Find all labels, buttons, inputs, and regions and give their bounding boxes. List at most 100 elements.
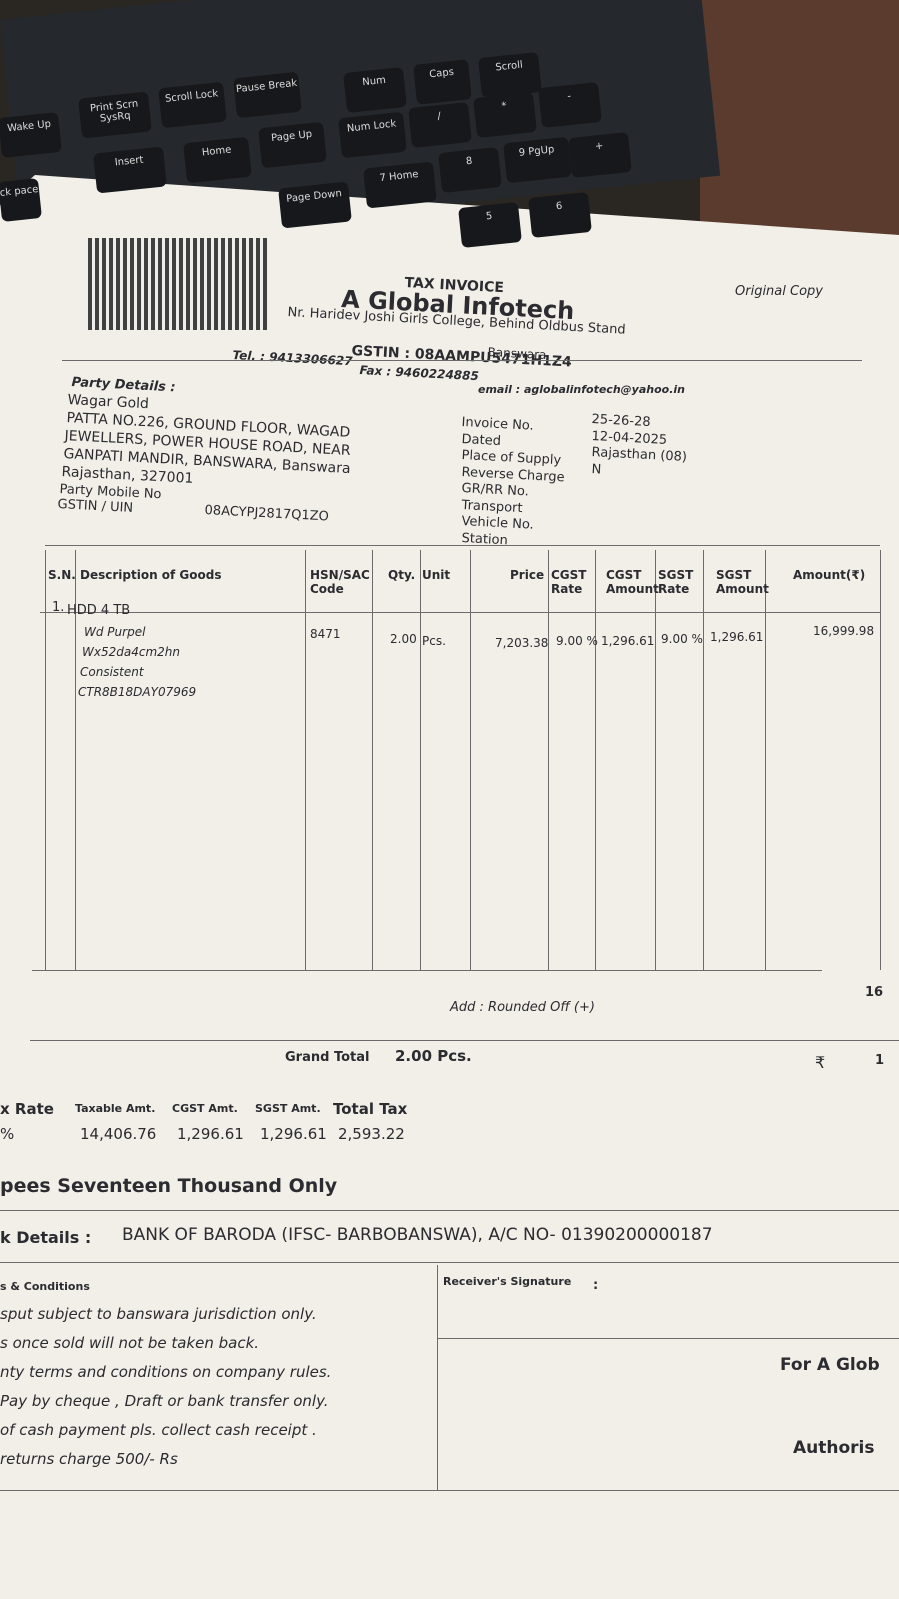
keyboard-key: 5 xyxy=(458,201,522,249)
keyboard-key: Pause Break xyxy=(233,71,302,119)
column-rule xyxy=(595,550,596,970)
terms-line: nty terms and conditions on company rule… xyxy=(0,1363,332,1381)
row-item: HDD 4 TB xyxy=(67,603,131,618)
column-rule xyxy=(75,550,76,970)
row-price: 7,203.38 xyxy=(495,636,549,650)
column-rule xyxy=(548,550,549,970)
grand-total-label: Grand Total xyxy=(285,1050,370,1065)
table-header: HSN/SAC Code xyxy=(310,568,370,596)
company-email: email : aglobalinfotech@yahoo.in xyxy=(478,383,685,396)
table-header: CGST Amount xyxy=(606,568,659,596)
table-header: CGST Rate xyxy=(551,568,587,596)
keyboard-key: Num Lock xyxy=(338,111,407,159)
authorised: Authoris xyxy=(793,1438,875,1458)
keyboard-key: Wake Up xyxy=(0,111,62,159)
rule xyxy=(40,612,880,613)
tax-value: 1,296.61 xyxy=(177,1125,244,1143)
row-qty: 2.00 xyxy=(390,632,417,646)
table-header: SGST Rate xyxy=(658,568,694,596)
row-unit: Pcs. xyxy=(422,634,446,648)
table-header: SGST Amount xyxy=(716,568,769,596)
info-value: 25-26-28 xyxy=(591,412,651,431)
column-rule xyxy=(765,550,766,970)
rule xyxy=(45,545,880,546)
row-sn: 1. xyxy=(52,600,65,615)
row-sgst-amount: 1,296.61 xyxy=(710,630,764,644)
for-company: For A Glob xyxy=(780,1355,880,1375)
tax-header: Taxable Amt. xyxy=(75,1102,156,1115)
keyboard-key: 6 xyxy=(528,191,592,239)
keyboard-key: Scroll xyxy=(478,51,542,99)
rule xyxy=(437,1338,899,1339)
copy-label: Original Copy xyxy=(735,284,823,299)
rule xyxy=(32,970,822,971)
info-label: Dated xyxy=(461,431,502,449)
signature-divider xyxy=(437,1265,438,1490)
keyboard-key: Print Scrn SysRq xyxy=(78,91,152,139)
terms-line: s once sold will not be taken back. xyxy=(0,1334,260,1352)
terms-line: sput subject to banswara jurisdiction on… xyxy=(0,1305,317,1323)
terms-line: Pay by cheque , Draft or bank transfer o… xyxy=(0,1392,329,1410)
rounded-label: Add : Rounded Off (+) xyxy=(450,1000,595,1015)
keyboard-key: - xyxy=(538,81,602,129)
keyboard-key: Scroll Lock xyxy=(158,81,227,129)
row-cgst-rate: 9.00 % xyxy=(556,634,598,648)
table-header: Price xyxy=(510,568,545,582)
keyboard-key: Page Down xyxy=(278,181,352,229)
receiver-label: Receiver's Signature xyxy=(443,1275,572,1288)
bank-details: BANK OF BARODA (IFSC- BARBOBANSWA), A/C … xyxy=(122,1225,713,1245)
tax-value: 14,406.76 xyxy=(80,1125,157,1143)
row-amount: 16,999.98 xyxy=(813,624,875,638)
rule xyxy=(62,360,862,361)
keyboard-key: 9 PgUp xyxy=(503,136,572,184)
table-header: Qty. xyxy=(388,568,416,582)
tax-header: SGST Amt. xyxy=(255,1102,321,1115)
tax-header: CGST Amt. xyxy=(172,1102,238,1115)
subtotal-partial: 16 xyxy=(865,985,884,1000)
keyboard-key: + xyxy=(568,131,632,179)
row-detail: Wd Purpel xyxy=(84,625,146,639)
paper xyxy=(0,175,899,1599)
table-header: Description of Goods xyxy=(80,568,222,582)
tax-value: % xyxy=(0,1125,15,1143)
keyboard-key: Home xyxy=(183,136,252,184)
tax-value: 1,296.61 xyxy=(260,1125,327,1143)
row-detail: CTR8B18DAY07969 xyxy=(78,685,197,699)
keyboard-key: Page Up xyxy=(258,121,327,169)
column-rule xyxy=(703,550,704,970)
column-rule xyxy=(655,550,656,970)
column-rule xyxy=(305,550,306,970)
table-header: S.N. xyxy=(48,568,76,582)
terms-line: of cash payment pls. collect cash receip… xyxy=(0,1421,317,1439)
info-value: N xyxy=(591,461,602,477)
grand-total-qty: 2.00 Pcs. xyxy=(395,1047,472,1065)
keyboard-key: 7 Home xyxy=(363,161,437,209)
amount-words: pees Seventeen Thousand Only xyxy=(0,1175,338,1197)
qr-code xyxy=(88,238,268,330)
keyboard-key: 8 xyxy=(438,146,502,194)
row-detail: Consistent xyxy=(80,665,144,679)
rule xyxy=(0,1210,899,1211)
receiver-colon: : xyxy=(593,1278,599,1293)
row-detail: Wx52da4cm2hn xyxy=(82,645,180,659)
keyboard-key: Insert xyxy=(93,146,167,194)
rule xyxy=(30,1040,899,1041)
keyboard-key: Num xyxy=(343,66,407,114)
tax-header: x Rate xyxy=(0,1100,54,1118)
column-rule xyxy=(45,550,46,970)
column-rule xyxy=(420,550,421,970)
keyboard-key: / xyxy=(408,101,472,149)
terms-line: returns charge 500/- Rs xyxy=(0,1450,178,1468)
keyboard-key: Caps xyxy=(413,59,472,105)
currency: ₹ xyxy=(815,1053,826,1072)
rule xyxy=(0,1262,899,1263)
terms-heading: s & Conditions xyxy=(0,1280,90,1293)
keyboard-key: * xyxy=(473,91,537,139)
column-rule xyxy=(880,550,881,970)
column-rule xyxy=(470,550,471,970)
info-label: Transport xyxy=(461,497,523,516)
grand-total-partial: 1 xyxy=(875,1053,885,1068)
row-cgst-amount: 1,296.61 xyxy=(601,634,655,648)
keyboard-key: ck pace xyxy=(0,178,42,222)
